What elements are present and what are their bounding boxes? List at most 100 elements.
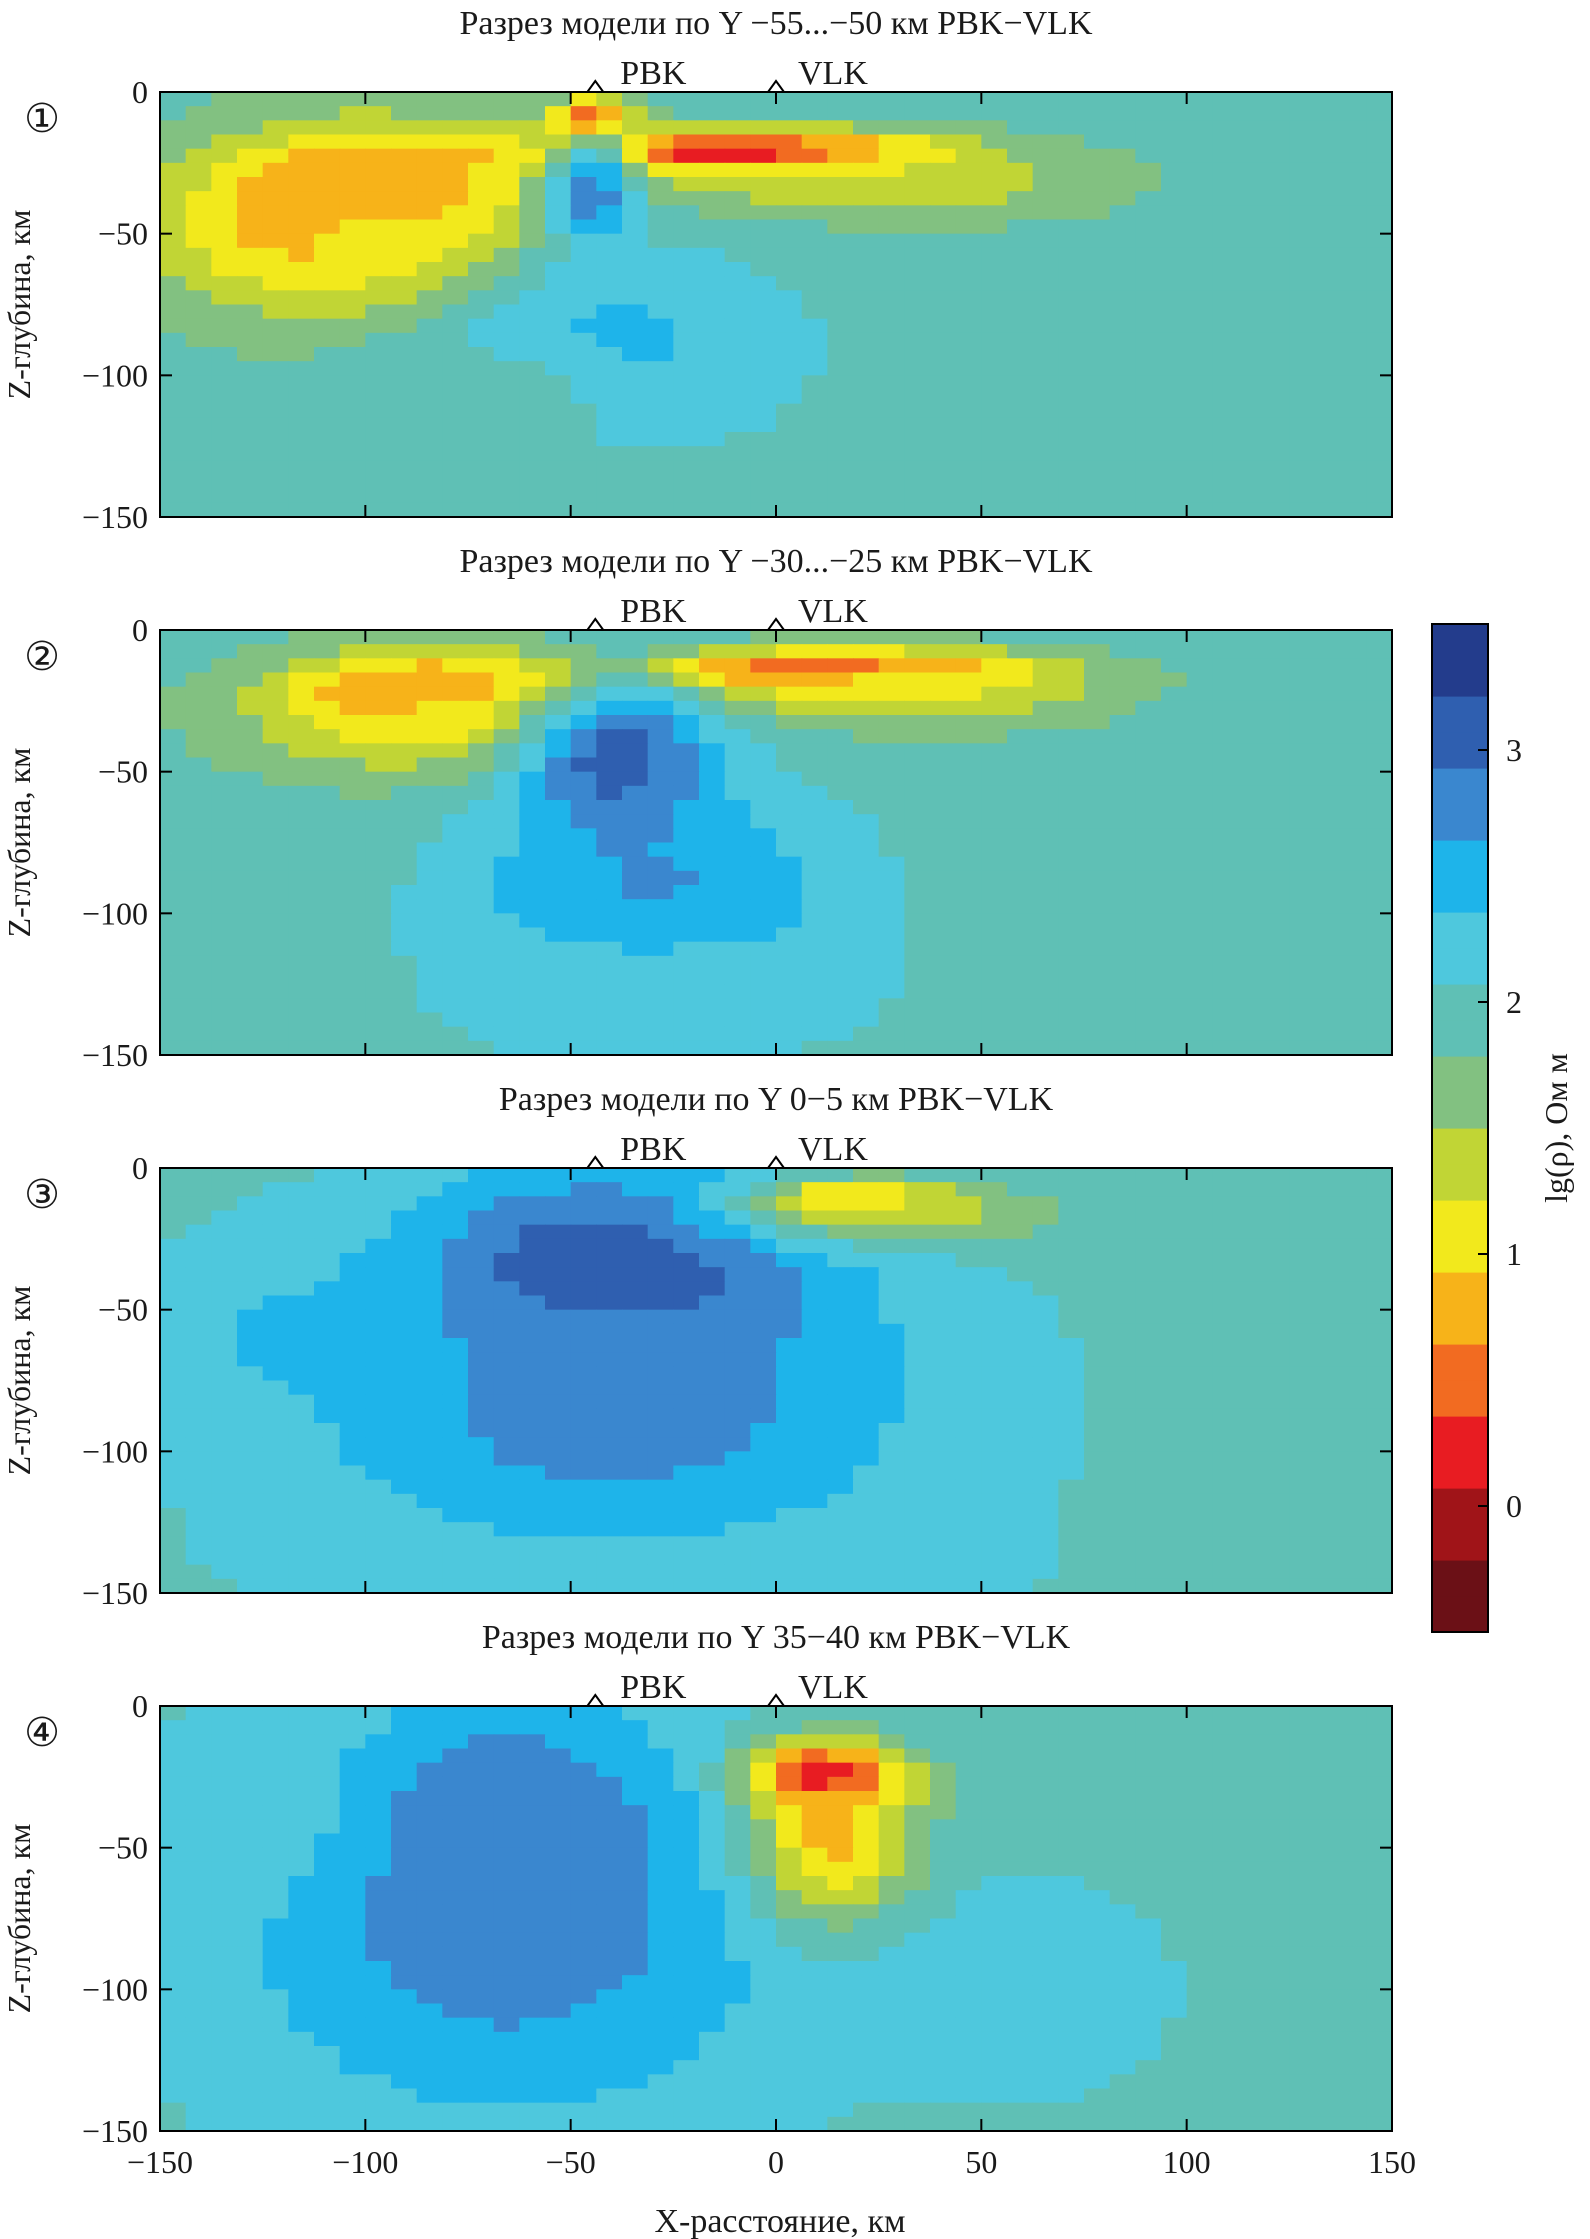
heatmap-cell [1058, 1338, 1085, 1353]
heatmap-cell [699, 828, 726, 844]
heatmap-cell [314, 1253, 341, 1268]
heatmap-cell [288, 1366, 315, 1382]
panel-number: ① [24, 96, 60, 141]
heatmap-cell [519, 177, 546, 192]
heatmap-cell [853, 1224, 880, 1240]
heatmap-cell [853, 1564, 880, 1580]
heatmap-cell [211, 290, 238, 306]
heatmap-cell [596, 148, 623, 164]
heatmap-cell [1058, 998, 1085, 1014]
heatmap-cell [519, 247, 546, 263]
heatmap-cell [853, 1408, 880, 1424]
heatmap-cell [801, 1238, 828, 1254]
heatmap-cell [1366, 106, 1393, 121]
heatmap-cell [493, 998, 520, 1014]
heatmap-cell [827, 460, 854, 476]
heatmap-cell [699, 800, 726, 815]
heatmap-cell [1340, 460, 1367, 476]
heatmap-cell [1135, 1847, 1162, 1863]
heatmap-cell [647, 191, 674, 206]
heatmap-cell [288, 205, 315, 221]
heatmap-cell [724, 1423, 751, 1438]
heatmap-cell [981, 672, 1008, 688]
heatmap-cell [493, 1366, 520, 1382]
heatmap-cell [801, 1323, 828, 1339]
heatmap-cell [1109, 644, 1136, 659]
heatmap-cell [878, 885, 905, 900]
heatmap-cell [1058, 304, 1085, 320]
heatmap-cell [1161, 1338, 1188, 1353]
heatmap-cell [776, 899, 803, 914]
heatmap-cell [570, 262, 597, 277]
heatmap-cell [1238, 955, 1265, 971]
heatmap-cell [1007, 1451, 1034, 1467]
heatmap-cell [1161, 247, 1188, 263]
heatmap-cell [288, 474, 315, 490]
heatmap-cell [339, 219, 366, 235]
heatmap-cell [724, 700, 751, 716]
heatmap-cell [878, 644, 905, 659]
heatmap-cell [339, 913, 366, 929]
heatmap-cell [391, 1295, 418, 1311]
heatmap-cell [801, 1394, 828, 1410]
heatmap-cell [1289, 1408, 1316, 1424]
heatmap-cell [1032, 1026, 1059, 1042]
heatmap-cell [853, 757, 880, 773]
heatmap-cell [1263, 1791, 1290, 1806]
heatmap-cell [1315, 1394, 1342, 1410]
heatmap-cell [930, 1408, 957, 1424]
heatmap-cell [262, 630, 289, 645]
y-tick-label: −50 [98, 216, 148, 252]
heatmap-cell [622, 219, 649, 235]
heatmap-cell [339, 460, 366, 476]
heatmap-cell [724, 120, 751, 136]
heatmap-cell [1007, 177, 1034, 192]
heatmap-cell [955, 771, 982, 787]
heatmap-cell [647, 1408, 674, 1424]
heatmap-cell [1084, 417, 1111, 433]
heatmap-cell [493, 715, 520, 730]
heatmap-cell [1186, 1338, 1213, 1353]
heatmap-cell [1315, 842, 1342, 858]
heatmap-cell [468, 1833, 495, 1849]
heatmap-cell [1289, 205, 1316, 221]
heatmap-cell [160, 1578, 187, 1594]
heatmap-cell [1032, 1380, 1059, 1396]
heatmap-cell [699, 1394, 726, 1410]
heatmap-cell [442, 1168, 469, 1183]
heatmap-cell [365, 1479, 392, 1495]
heatmap-cell [981, 120, 1008, 136]
heatmap-cell [1058, 899, 1085, 914]
heatmap-cell [1032, 729, 1059, 744]
heatmap-cell [493, 743, 520, 759]
heatmap-cell [955, 1012, 982, 1028]
heatmap-cell [237, 134, 264, 150]
heatmap-cell [314, 219, 341, 235]
heatmap-cell [1161, 1762, 1188, 1778]
heatmap-cell [545, 1182, 572, 1197]
heatmap-cell [955, 1550, 982, 1566]
heatmap-cell [647, 219, 674, 235]
heatmap-cell [724, 1253, 751, 1268]
heatmap-cell [827, 1366, 854, 1382]
heatmap-cell [442, 1776, 469, 1792]
heatmap-cell [442, 743, 469, 759]
heatmap-cell [1109, 1281, 1136, 1297]
heatmap-cell [930, 1550, 957, 1566]
heatmap-cell [1084, 700, 1111, 716]
heatmap-cell [647, 148, 674, 164]
heatmap-cell [160, 1493, 187, 1509]
heatmap-cell [262, 134, 289, 150]
heatmap-cell [853, 743, 880, 759]
heatmap-cell [801, 177, 828, 192]
heatmap-cell [1161, 1423, 1188, 1438]
heatmap-cell [442, 262, 469, 277]
heatmap-cell [416, 276, 443, 291]
heatmap-cell [724, 290, 751, 306]
heatmap-cell [647, 332, 674, 348]
heatmap-cell [853, 304, 880, 320]
heatmap-cell [622, 715, 649, 730]
heatmap-cell [1109, 417, 1136, 433]
heatmap-cell [1289, 814, 1316, 829]
